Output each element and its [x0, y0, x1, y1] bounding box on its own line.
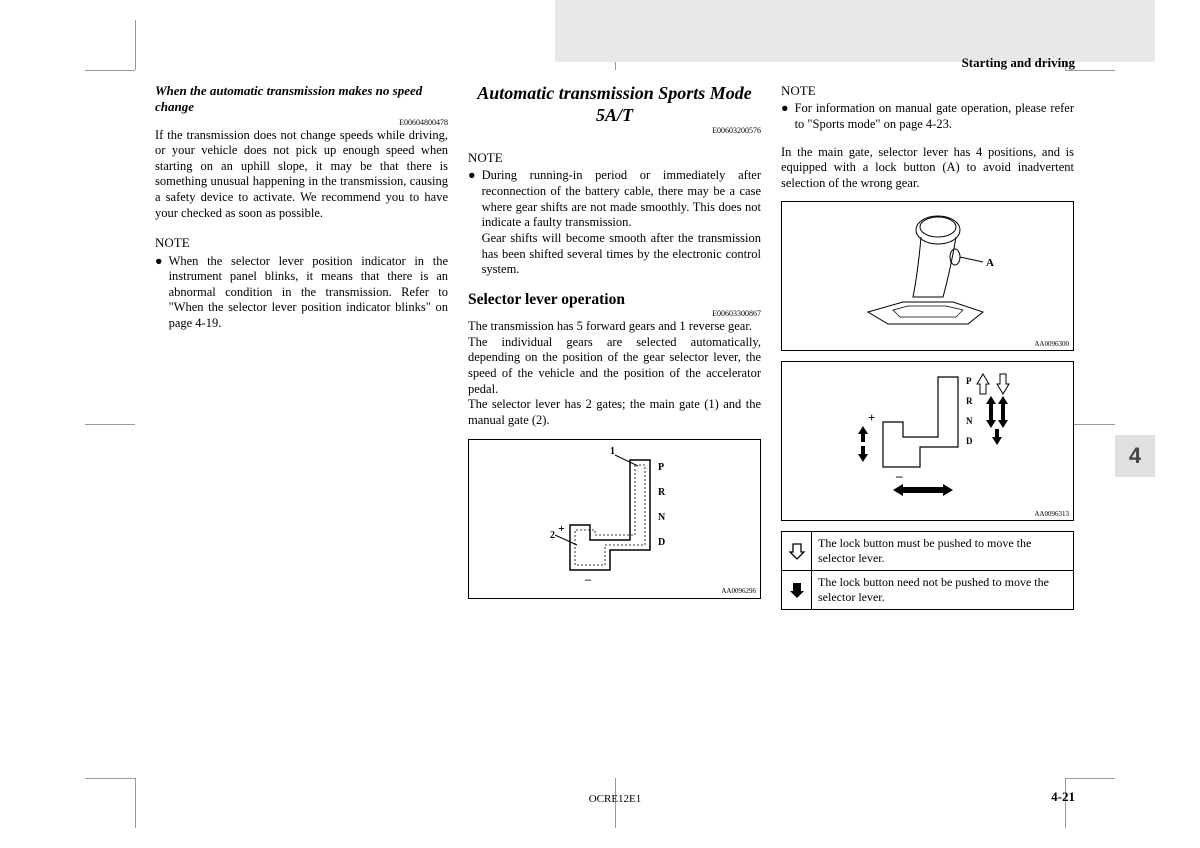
lock-button-table: The lock button must be pushed to move t… — [781, 531, 1074, 610]
svg-text:2: 2 — [550, 530, 555, 541]
text-columns: When the automatic transmission makes no… — [155, 83, 1075, 610]
col2-note1b: Gear shifts will become smooth after the… — [482, 231, 761, 278]
col2-note1-wrap: During running-in period or immediately … — [482, 168, 761, 277]
column-3: NOTE ● For information on manual gate op… — [781, 83, 1074, 610]
column-2: Automatic transmission Sports Mode 5A/T … — [468, 83, 761, 610]
lock-row-1: The lock button must be pushed to move t… — [782, 532, 1073, 571]
svg-text:P: P — [658, 462, 664, 473]
page-content: Starting and driving 4 When the automati… — [155, 55, 1075, 795]
gate-arrows-svg: P R N D + – — [808, 362, 1048, 512]
column-1: When the automatic transmission makes no… — [155, 83, 448, 610]
col3-note-row: ● For information on manual gate operati… — [781, 101, 1074, 132]
lock-row-2: The lock button need not be pushed to mo… — [782, 571, 1073, 609]
col2-figure-gate: 1 2 P R N D + – AA0096296 — [468, 439, 761, 599]
gate-diagram-svg: 1 2 P R N D + – — [515, 440, 715, 590]
footer-code: OCRE12E1 — [589, 793, 642, 805]
lever-svg: A — [818, 202, 1038, 342]
col2-title-code: E00603200576 — [468, 126, 761, 136]
col1-code: E00604800478 — [155, 118, 448, 128]
svg-text:P: P — [966, 376, 972, 386]
svg-text:D: D — [966, 436, 973, 446]
col2-p3: The selector lever has 2 gates; the main… — [468, 397, 761, 428]
col1-note-row: ● When the selector lever position indic… — [155, 254, 448, 332]
svg-text:+: + — [558, 521, 565, 535]
col2-fig-code: AA0096296 — [721, 587, 756, 596]
outline-down-arrow-icon — [782, 532, 812, 570]
svg-text:R: R — [658, 487, 666, 498]
col3-fig2-code: AA0096313 — [1034, 510, 1069, 519]
section-header: Starting and driving — [962, 55, 1075, 71]
col2-sub-code: E00603300867 — [468, 309, 761, 319]
svg-text:+: + — [868, 410, 875, 425]
svg-text:–: – — [895, 468, 903, 483]
svg-text:D: D — [658, 537, 665, 548]
svg-text:N: N — [658, 512, 666, 523]
col1-note-text: When the selector lever position indicat… — [169, 254, 448, 332]
bullet-icon: ● — [155, 254, 163, 332]
solid-down-arrow-icon — [782, 571, 812, 609]
chapter-tab: 4 — [1115, 435, 1155, 477]
lock-row2-text: The lock button need not be pushed to mo… — [812, 571, 1073, 609]
bullet-icon: ● — [468, 168, 476, 277]
col3-p1: In the main gate, selector lever has 4 p… — [781, 145, 1074, 192]
col1-note-label: NOTE — [155, 235, 448, 251]
col2-p2: The individual gears are selected automa… — [468, 335, 761, 398]
col1-subhead: When the automatic transmission makes no… — [155, 83, 448, 116]
col1-body: If the transmission does not change spee… — [155, 128, 448, 222]
col2-subsection: Selector lever operation — [468, 290, 761, 309]
svg-text:A: A — [986, 257, 994, 269]
col3-figure-lever: A AA0096300 — [781, 201, 1074, 351]
page-number: 4-21 — [1051, 789, 1075, 805]
lock-row1-text: The lock button must be pushed to move t… — [812, 532, 1073, 570]
bullet-icon: ● — [781, 101, 789, 132]
col2-note1a: During running-in period or immediately … — [482, 168, 761, 231]
svg-text:1: 1 — [610, 446, 615, 457]
col3-note-label: NOTE — [781, 83, 1074, 99]
col2-title: Automatic transmission Sports Mode 5A/T — [468, 83, 761, 126]
svg-text:–: – — [584, 572, 592, 586]
col3-fig1-code: AA0096300 — [1034, 340, 1069, 349]
col2-note1-row: ● During running-in period or immediatel… — [468, 168, 761, 277]
col2-p1: The transmission has 5 forward gears and… — [468, 319, 761, 335]
header-gray-bar — [555, 0, 1155, 62]
col3-figure-arrows: P R N D + – — [781, 361, 1074, 521]
col2-note1-label: NOTE — [468, 150, 761, 166]
svg-text:N: N — [966, 416, 973, 426]
svg-text:R: R — [966, 396, 973, 406]
col3-note-text: For information on manual gate operation… — [795, 101, 1074, 132]
